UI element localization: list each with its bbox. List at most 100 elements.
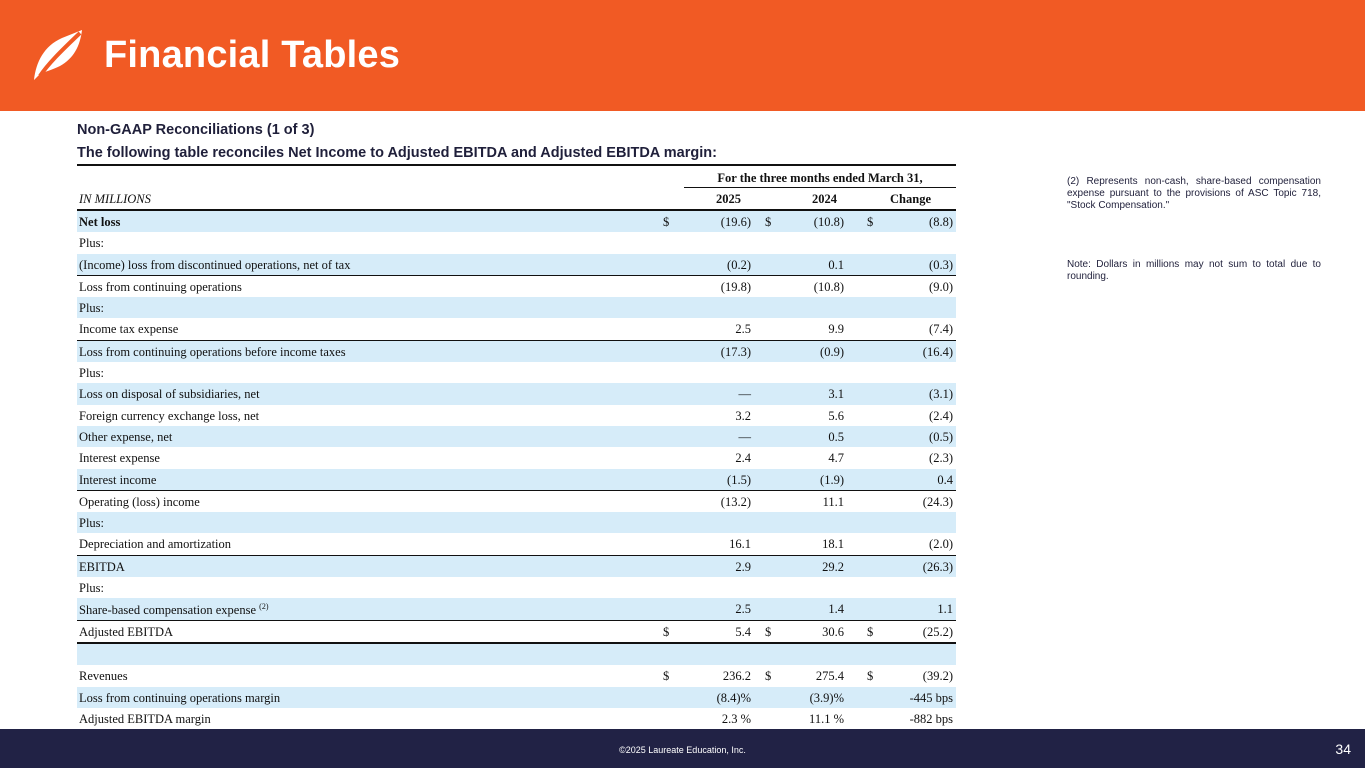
cell-2024: 9.9: [828, 322, 844, 337]
row-label: Adjusted EBITDA margin: [79, 712, 211, 727]
cell-2025: 3.2: [735, 408, 751, 423]
cell-2024: (0.9): [820, 344, 844, 359]
reconciliation-table: For the three months ended March 31, IN …: [77, 164, 956, 732]
table-row: Loss from continuing operations before i…: [77, 339, 956, 363]
cell-2025: 16.1: [729, 537, 751, 552]
cell-2024: 0.5: [828, 429, 844, 444]
header-bar: Financial Tables: [0, 0, 1365, 111]
footer-bar: ©2025 Laureate Education, Inc. 34: [0, 729, 1365, 768]
cell-2025: (19.6): [720, 215, 751, 229]
row-label-text: Income tax expense: [79, 322, 179, 337]
column-header-2025: 2025: [716, 192, 741, 206]
cell-2025: 2.3 %: [721, 711, 751, 726]
cell-2025: 2.9: [735, 559, 751, 574]
cell-2025: (0.2): [727, 257, 751, 272]
footnote-marker: (2): [259, 602, 269, 612]
cell-2024: 3.1: [828, 387, 844, 402]
cell-change: (25.2): [922, 624, 953, 639]
cell-change: (0.3): [929, 257, 953, 272]
row-label: Depreciation and amortization: [79, 537, 231, 552]
row-label-text: Net loss: [79, 215, 121, 229]
table-row: Plus:: [77, 577, 956, 598]
row-label: Loss from continuing operations before i…: [79, 345, 346, 360]
table-row: Adjusted EBITDA margin 2.3 % 11.1 % -882 bp…: [77, 708, 956, 732]
row-label: Operating (loss) income: [79, 495, 200, 510]
period-underline: [684, 187, 956, 188]
cell-2024: 29.2: [822, 559, 844, 574]
table-row: Revenues $236.2 $275.4 $ (39.2): [77, 665, 956, 686]
row-label: Revenues: [79, 669, 128, 684]
copyright-text: ©2025 Laureate Education, Inc.: [619, 745, 746, 755]
cell-2025: —: [738, 429, 752, 444]
currency-symbol: $: [867, 624, 874, 639]
row-label-text: Depreciation and amortization: [79, 537, 232, 552]
cell-change: 1.1: [937, 602, 953, 617]
row-label: Adjusted EBITDA: [79, 625, 173, 640]
page-number: 34: [1335, 741, 1351, 757]
cell-change: (9.0): [929, 279, 953, 294]
row-label: Plus:: [79, 236, 104, 251]
row-label-text: Plus:: [79, 366, 105, 381]
cell-change: (2.4): [929, 408, 953, 423]
table-row: [77, 643, 956, 666]
period-header-row: For the three months ended March 31,: [77, 166, 956, 188]
cell-change: (26.3): [922, 559, 953, 574]
row-label-text: Adjusted EBITDA: [79, 624, 174, 639]
cell-change: (7.4): [929, 322, 953, 337]
table-row: EBITDA 2.9 29.2 (26.3): [77, 554, 956, 578]
table-row: Share-based compensation expense (2) 2.5 1…: [77, 598, 956, 620]
column-header-change: Change: [890, 192, 931, 206]
table-row: Net loss $ (19.6) $ (10.8) $ (8.8): [77, 211, 956, 233]
table-row: Operating (loss) income (13.2) 11.1 (24.3): [77, 489, 956, 512]
table-row: Loss from continuing operations margin (8…: [77, 686, 956, 708]
cell-2025: 2.4: [735, 451, 751, 466]
cell-2024: (10.8): [813, 279, 844, 294]
column-header-2024: 2024: [812, 192, 837, 206]
row-label: Other expense, net: [79, 430, 172, 445]
cell-2025: 2.5: [735, 322, 751, 337]
section-subtitle: Non-GAAP Reconciliations (1 of 3): [77, 122, 315, 138]
cell-change: (39.2): [922, 669, 953, 684]
row-label-text: Other expense, net: [79, 429, 173, 444]
table-row: Plus:: [77, 232, 956, 253]
cell-2025: 2.5: [735, 602, 751, 617]
currency-symbol: $: [765, 215, 772, 229]
row-label: Interest income: [79, 473, 156, 488]
table-row: Interest expense 2.4 4.7 (2.3): [77, 447, 956, 468]
cell-2024: 0.1: [828, 257, 844, 272]
cell-2025: (13.2): [720, 494, 751, 509]
cell-2025: (1.5): [727, 472, 751, 487]
cell-change: (0.5): [929, 429, 953, 444]
cell-2025: 5.4: [735, 624, 751, 639]
table-row: (Income) loss from discontinued operatio…: [77, 253, 956, 275]
cell-2024: 18.1: [822, 537, 844, 552]
cell-2024: 5.6: [828, 408, 844, 423]
row-label-text: Foreign currency exchange loss, net: [79, 408, 260, 423]
cell-2025: 236.2: [722, 669, 751, 684]
currency-symbol: $: [765, 624, 772, 639]
laureate-leaf-logo-icon: [34, 30, 82, 80]
row-label: Plus:: [79, 581, 104, 596]
cell-2025: (19.8): [720, 279, 751, 294]
cell-change: (24.3): [922, 494, 953, 509]
table-row: Loss from continuing operations (19.8) (10…: [77, 274, 956, 297]
unit-label: IN MILLIONS: [79, 192, 151, 206]
cell-2025: (8.4)%: [716, 690, 751, 705]
cell-change: (8.8): [929, 215, 953, 229]
row-label-text: Plus:: [79, 581, 105, 596]
period-header: For the three months ended March 31,: [717, 171, 923, 185]
cell-change: (3.1): [929, 387, 953, 402]
table-row: Other expense, net — 0.5 (0.5): [77, 425, 956, 448]
currency-symbol: $: [867, 669, 874, 684]
footnote-2: (2) Represents non-cash, share-based com…: [1067, 176, 1321, 211]
currency-symbol: $: [663, 215, 670, 229]
row-label-text: Operating (loss) income: [79, 494, 200, 509]
table-row: Foreign currency exchange loss, net 3.2 5.…: [77, 405, 956, 426]
row-label-text: Loss on disposal of subsidiaries, net: [79, 387, 260, 402]
cell-change: (2.0): [929, 537, 953, 552]
row-label: Loss on disposal of subsidiaries, net: [79, 387, 260, 402]
cell-2024: (3.9)%: [809, 690, 844, 705]
row-label-text: Plus:: [79, 301, 105, 316]
row-label-text: Share-based compensation expense: [79, 603, 257, 618]
row-label: EBITDA: [79, 560, 125, 575]
